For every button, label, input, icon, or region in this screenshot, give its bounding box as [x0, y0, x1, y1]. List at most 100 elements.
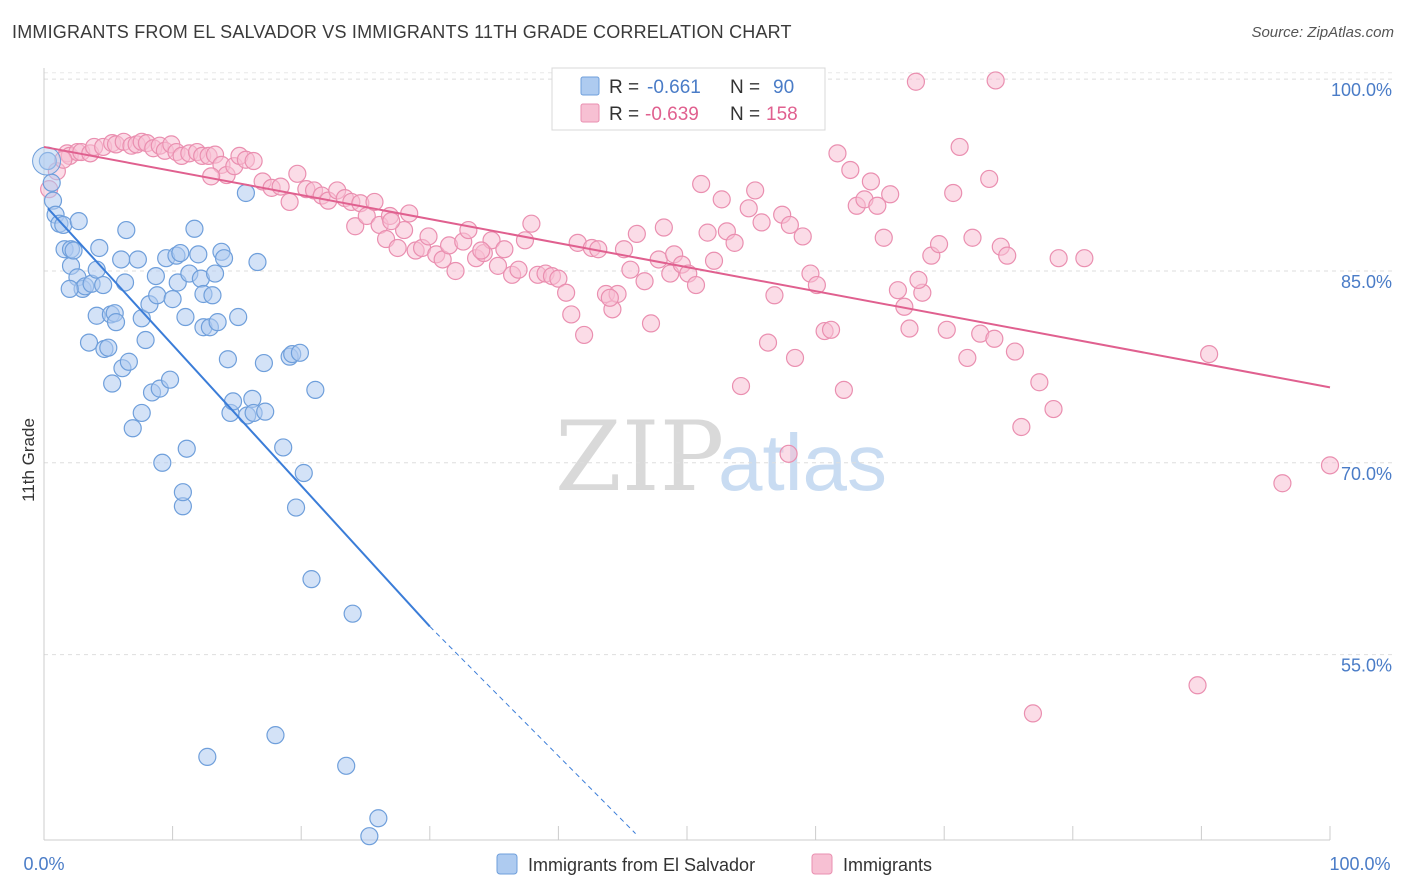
chart-title: IMMIGRANTS FROM EL SALVADOR VS IMMIGRANT…: [12, 22, 792, 42]
immigrants-point: [821, 320, 841, 339]
immigrants-point: [1023, 704, 1043, 723]
el-salvador-point: [128, 250, 147, 269]
y-tick-label: 55.0%: [1341, 656, 1392, 676]
immigrants-point: [1030, 373, 1049, 392]
immigrants-point: [929, 235, 949, 254]
el-salvador-point: [94, 275, 113, 295]
y-tick-label: 85.0%: [1341, 272, 1392, 292]
immigrants-point: [575, 325, 594, 345]
immigrants-point: [828, 144, 847, 163]
immigrants-point: [785, 348, 805, 368]
el-salvador-point: [99, 338, 118, 357]
immigrants-point: [834, 380, 853, 400]
immigrants-point: [1320, 456, 1340, 475]
immigrants-point: [780, 215, 799, 235]
immigrants-point: [868, 196, 887, 215]
immigrants-point: [906, 72, 926, 91]
el-salvador-point: [106, 313, 126, 332]
immigrants-point: [649, 250, 668, 269]
el-salvador-point: [302, 570, 321, 589]
el-salvador-point: [218, 350, 237, 369]
el-salvador-point: [290, 343, 310, 362]
stats-n-label-blue: N =: [730, 77, 760, 98]
immigrants-point: [641, 314, 661, 333]
stats-n-value-blue: 90: [773, 77, 794, 98]
legend: Immigrants from El Salvador Immigrants: [496, 853, 932, 875]
immigrants-point: [614, 240, 634, 259]
axes: [43, 68, 1331, 841]
immigrants-point: [1075, 249, 1094, 268]
immigrants-point: [998, 246, 1017, 265]
immigrants-point: [900, 319, 919, 338]
el-salvador-point: [254, 353, 274, 373]
immigrants-point: [280, 192, 299, 212]
immigrants-point: [698, 223, 717, 242]
immigrants-point: [1273, 474, 1292, 493]
immigrants-point: [888, 281, 908, 300]
immigrants-point: [704, 251, 724, 270]
el-salvador-point: [360, 827, 379, 846]
immigrants-point: [986, 71, 1005, 90]
immigrants-point: [861, 172, 880, 191]
immigrants-point: [288, 164, 307, 183]
immigrants-point: [522, 214, 541, 233]
immigrants-point: [509, 260, 528, 279]
immigrants-point: [562, 305, 581, 324]
el-salvador-point: [306, 380, 325, 400]
immigrants-point: [459, 220, 478, 240]
immigrants-point: [793, 227, 812, 246]
x-tick-label-max: 100.0%: [1329, 854, 1390, 874]
immigrants-point: [654, 218, 673, 237]
immigrants-point: [515, 231, 535, 250]
immigrants-point: [1005, 342, 1025, 361]
immigrants-point: [388, 238, 407, 258]
immigrants-point: [495, 240, 514, 259]
stats-r-label-pink: R =: [609, 104, 639, 125]
el-salvador-point: [256, 402, 275, 421]
immigrants-point: [758, 333, 778, 352]
immigrants-point: [980, 169, 999, 189]
immigrants-point: [958, 348, 977, 368]
el-salvador-point: [205, 264, 225, 283]
el-salvador-point: [177, 439, 196, 458]
el-salvador-point: [123, 419, 142, 438]
x-tick-label-min: 0.0%: [23, 854, 64, 874]
el-salvador-point: [274, 438, 293, 457]
immigrants-point: [472, 241, 491, 260]
immigrants-point: [752, 213, 771, 232]
el-salvador-point: [266, 726, 285, 745]
immigrants-point: [725, 233, 744, 252]
el-salvador-point: [286, 498, 306, 517]
immigrants-point: [807, 275, 826, 295]
el-salvador-point: [112, 250, 131, 269]
el-salvador-point: [294, 463, 313, 483]
el-salvador-point: [236, 183, 256, 203]
el-salvador-point: [132, 403, 151, 423]
el-salvador-point: [173, 483, 192, 502]
immigrants-point: [874, 228, 893, 247]
stats-box: R = -0.661 N = 90 R = -0.639 N = 158: [551, 67, 826, 131]
immigrants-point: [419, 227, 438, 246]
el-salvador-point: [163, 290, 182, 309]
immigrants-point: [963, 228, 982, 247]
immigrants-point: [382, 212, 401, 231]
immigrants-point: [346, 217, 365, 236]
el-salvador-point: [208, 313, 227, 332]
immigrants-point: [557, 283, 576, 302]
el-salvador-point: [60, 279, 79, 298]
immigrants-point: [244, 151, 263, 171]
immigrants-point: [746, 181, 765, 200]
immigrants-point: [765, 286, 784, 305]
immigrants-point: [1012, 417, 1031, 437]
el-salvador-point: [119, 352, 138, 371]
el-salvador-point: [185, 219, 204, 238]
el-salvador-point: [117, 220, 136, 240]
immigrants-point: [635, 272, 654, 291]
el-salvador-point: [343, 604, 362, 623]
immigrants-point: [739, 199, 758, 218]
immigrants-point: [950, 137, 969, 157]
el-salvador-point: [64, 241, 83, 260]
immigrants-point: [488, 256, 508, 275]
el-salvador-point: [153, 453, 172, 472]
el-salvador-point: [214, 249, 234, 268]
